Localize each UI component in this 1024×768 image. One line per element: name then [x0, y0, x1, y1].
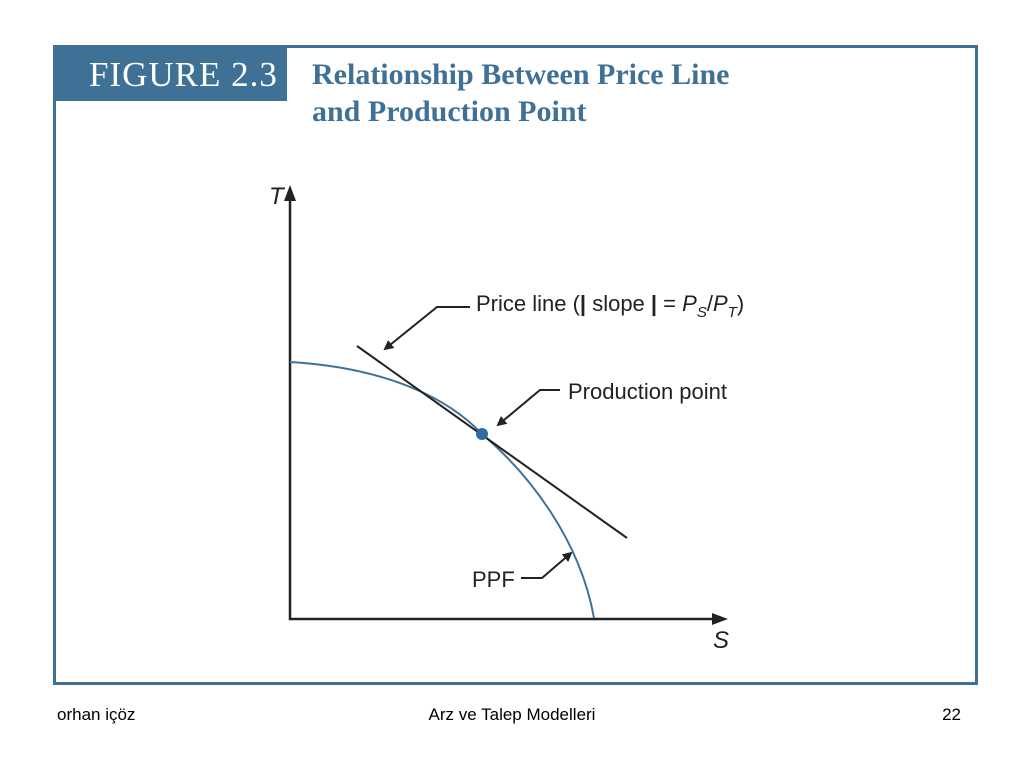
production-point	[476, 428, 488, 440]
figure-frame: FIGURE 2.3 Relationship Between Price Li…	[53, 45, 978, 685]
price-t-symbol: P	[713, 291, 728, 316]
price-line-label: Price line (| slope | = PS/PT)	[476, 291, 744, 321]
abs-bar-right: |	[651, 291, 657, 316]
ppf-leader	[521, 551, 573, 579]
x-axis-arrowhead	[712, 613, 728, 625]
footer-page-number: 22	[942, 705, 961, 724]
ppf-label: PPF	[472, 567, 515, 592]
price-line-leader	[383, 306, 470, 351]
y-axis-arrowhead	[284, 185, 296, 201]
price-line	[356, 345, 628, 539]
production-point-leader	[496, 389, 560, 427]
x-axis-label: S	[713, 627, 729, 654]
price-t-subscript: T	[728, 304, 739, 321]
price-s-subscript: S	[697, 304, 707, 321]
label-close-paren: )	[737, 291, 744, 316]
price-line-label-prefix: Price line (	[476, 291, 581, 316]
abs-bar-left: |	[580, 291, 586, 316]
production-point-label: Production point	[568, 379, 727, 404]
figure-title-line-2: and Production Point	[312, 95, 587, 128]
ppf-curve	[289, 361, 595, 619]
figure-title-line-1: Relationship Between Price Line	[312, 58, 730, 91]
footer-course: Arz ve Talep Modelleri	[428, 705, 596, 724]
equals-sign: =	[657, 291, 682, 316]
ratio-slash: /	[707, 291, 714, 316]
figure-number: FIGURE 2.3	[56, 48, 287, 101]
slope-word: slope	[586, 291, 651, 316]
y-axis-label: T	[269, 183, 286, 210]
figure-title: Relationship Between Price Line and Prod…	[312, 56, 729, 130]
footer-author: orhan içöz	[57, 705, 136, 724]
price-s-symbol: P	[682, 291, 697, 316]
